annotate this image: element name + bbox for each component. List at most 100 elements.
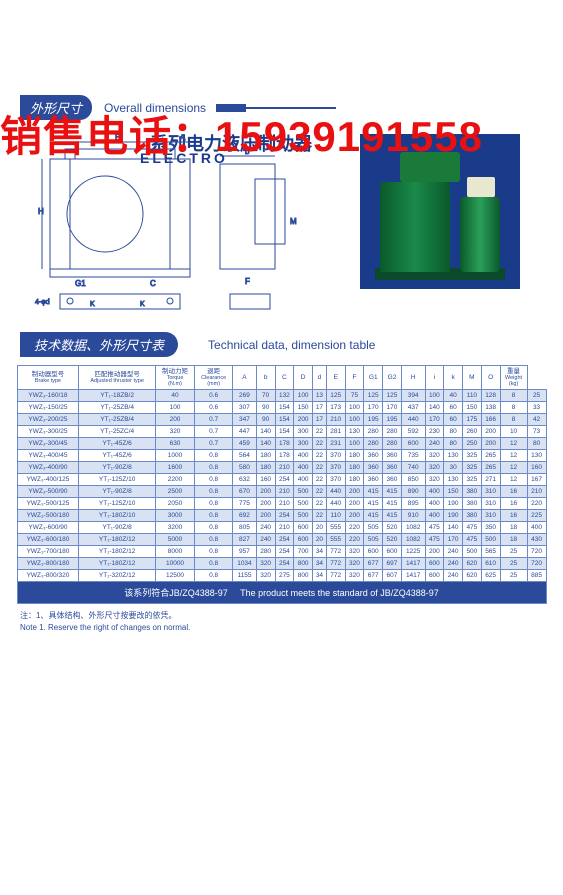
- cell: 200: [345, 510, 364, 522]
- cell: 520: [383, 522, 402, 534]
- cell: YWZ₃-800/180: [17, 558, 79, 570]
- col-header: M: [463, 366, 482, 390]
- note-en: Note 1. Reserve the right of changes on …: [20, 622, 543, 634]
- cell: 400: [425, 486, 444, 498]
- table-row: YWZ₃-400/45YT₁-45Z/610000.85641801784002…: [17, 450, 546, 462]
- cell: 100: [345, 414, 364, 426]
- cell: 360: [383, 450, 402, 462]
- cell: 320: [256, 558, 275, 570]
- cell: 170: [444, 534, 463, 546]
- cell: 140: [444, 522, 463, 534]
- table-row: YWZ₃-500/90YT₁-90Z/825000.86702002105002…: [17, 486, 546, 498]
- cell: 281: [326, 426, 345, 438]
- cell: 40: [155, 390, 194, 402]
- cell: 600: [364, 546, 383, 558]
- cell: 565: [481, 546, 500, 558]
- cell: 125: [364, 390, 383, 402]
- cell: YWZ₃-160/18: [17, 390, 79, 402]
- col-header: A: [233, 366, 257, 390]
- cell: 254: [275, 546, 294, 558]
- table-row: YWZ₃-800/180YT₁-180Z/12100000.8103432025…: [17, 558, 546, 570]
- cell: 100: [345, 438, 364, 450]
- cell: 400: [425, 498, 444, 510]
- cell: YWZ₃-300/45: [17, 438, 79, 450]
- cell: YWZ₃-500/125: [17, 498, 79, 510]
- cell: YT₁-25ZB/4: [79, 402, 155, 414]
- cell: 22: [313, 474, 327, 486]
- col-header: C: [275, 366, 294, 390]
- cell: 180: [256, 450, 275, 462]
- cell: 110: [463, 390, 482, 402]
- cell: 307: [233, 402, 257, 414]
- cell: 850: [401, 474, 425, 486]
- cell: 18: [500, 534, 527, 546]
- cell: 210: [275, 486, 294, 498]
- cell: 10000: [155, 558, 194, 570]
- cell: YWZ₃-200/25: [17, 414, 79, 426]
- cell: 20: [313, 522, 327, 534]
- cell: 772: [326, 570, 345, 582]
- cell: 12: [500, 462, 527, 474]
- cell: 1225: [401, 546, 425, 558]
- cell: 2050: [155, 498, 194, 510]
- cell: 400: [294, 474, 313, 486]
- col-header: b: [256, 366, 275, 390]
- cell: 280: [364, 438, 383, 450]
- cell: 210: [527, 486, 546, 498]
- cell: 1082: [401, 522, 425, 534]
- watermark-phone: 销售电话：15939191558: [0, 103, 563, 164]
- svg-text:M: M: [290, 217, 297, 226]
- cell: 600: [294, 522, 313, 534]
- cell: 600: [294, 534, 313, 546]
- cell: 240: [444, 558, 463, 570]
- cell: 320: [345, 570, 364, 582]
- cell: 90: [256, 402, 275, 414]
- cell: YT₁-180Z/10: [79, 510, 155, 522]
- cell: 415: [364, 498, 383, 510]
- cell: 347: [233, 414, 257, 426]
- cell: 160: [527, 462, 546, 474]
- cell: 440: [326, 498, 345, 510]
- cell: 415: [383, 510, 402, 522]
- brake-render: [380, 152, 500, 272]
- cell: 170: [425, 414, 444, 426]
- cell: 254: [275, 510, 294, 522]
- cell: YT₁-25ZC/4: [79, 426, 155, 438]
- cell: 1600: [155, 462, 194, 474]
- cell: 25: [500, 558, 527, 570]
- svg-text:K: K: [140, 301, 145, 308]
- cell: 300: [294, 426, 313, 438]
- cell: 40: [444, 390, 463, 402]
- cell: 125: [326, 390, 345, 402]
- cell: 600: [425, 558, 444, 570]
- svg-text:4-φd: 4-φd: [35, 299, 50, 306]
- cell: 670: [233, 486, 257, 498]
- cell: 138: [481, 402, 500, 414]
- table-row: YWZ₃-700/180YT₁-180Z/1280000.89572802547…: [17, 546, 546, 558]
- cell: YWZ₃-600/180: [17, 534, 79, 546]
- cell: 240: [444, 570, 463, 582]
- cell: 320: [425, 462, 444, 474]
- cell: 800: [294, 570, 313, 582]
- cell: 607: [383, 570, 402, 582]
- cell: 805: [233, 522, 257, 534]
- cell: 0.8: [195, 546, 233, 558]
- cell: 175: [463, 414, 482, 426]
- cell: 592: [401, 426, 425, 438]
- cell: 280: [383, 438, 402, 450]
- cell: 170: [383, 402, 402, 414]
- col-header: O: [481, 366, 500, 390]
- cell: 254: [275, 534, 294, 546]
- cell: 325: [463, 462, 482, 474]
- cell: 30: [444, 462, 463, 474]
- cell: 240: [444, 546, 463, 558]
- cell: 90: [256, 414, 275, 426]
- cell: 16: [500, 486, 527, 498]
- cell: 178: [275, 438, 294, 450]
- cell: 505: [364, 534, 383, 546]
- table-row: YWZ₃-500/125YT₁-125Z/1020500.87752002105…: [17, 498, 546, 510]
- cell: 320: [155, 426, 194, 438]
- cell: 320: [425, 450, 444, 462]
- cell: 0.6: [195, 402, 233, 414]
- cell: 16: [500, 498, 527, 510]
